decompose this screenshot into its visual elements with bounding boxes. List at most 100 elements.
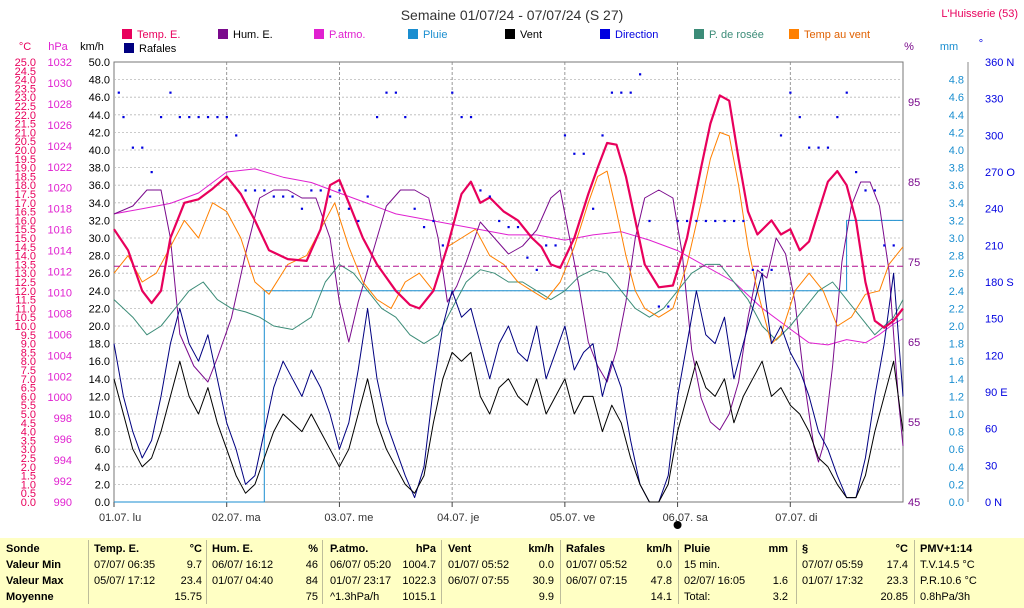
pressure-tick-label: 1020 xyxy=(48,183,72,195)
direction-point xyxy=(253,189,257,192)
rain-tick-label: 0.4 xyxy=(949,462,964,474)
pressure-tick-label: 1030 xyxy=(48,78,72,90)
temp-tick-label: 14.5 xyxy=(15,242,36,254)
temp-tick-label: 20.5 xyxy=(15,136,36,148)
wind-tick-label: 34.0 xyxy=(89,198,110,210)
rain-tick-label: 1.8 xyxy=(949,339,964,351)
pressure-tick-label: 1014 xyxy=(48,246,72,258)
temp-tick-label: 11.0 xyxy=(15,303,36,315)
direction-point xyxy=(319,189,322,192)
direction-point xyxy=(535,268,538,271)
pressure-tick-label: 1026 xyxy=(48,120,72,132)
chart: Semaine 01/07/24 - 07/07/24 (S 27) L'Hui… xyxy=(15,7,1018,529)
direction-point xyxy=(610,91,614,94)
x-tick-label: 03.07. me xyxy=(324,512,373,524)
direction-point xyxy=(817,146,820,149)
temp-tick-label: 16.5 xyxy=(15,207,36,219)
legend-swatch xyxy=(789,29,799,39)
pressure-tick-label: 1004 xyxy=(48,350,72,362)
temp-tick-label: 18.0 xyxy=(15,180,36,192)
wind-tick-label: 4.0 xyxy=(95,462,110,474)
rain-tick-label: 0.0 xyxy=(949,497,964,509)
pressure-tick-label: 990 xyxy=(54,497,72,509)
direction-point xyxy=(282,195,285,198)
pluie-r1-label: 15 min. xyxy=(684,559,721,571)
pressure-tick-label: 1006 xyxy=(48,329,72,341)
patmo-min-val: 1004.7 xyxy=(402,559,436,571)
rafales-avg: 14.1 xyxy=(650,591,672,603)
chart-title: Semaine 01/07/24 - 07/07/24 (S 27) xyxy=(401,7,624,23)
direction-point xyxy=(873,189,877,192)
temp-tick-label: 24.5 xyxy=(15,66,36,78)
summary-col-hum: Hum. E.% 06/07/ 16:12 46 01/07/ 04:40 84 7… xyxy=(212,541,322,605)
sect-max-val: 23.3 xyxy=(886,575,908,587)
pressure-tick-label: 998 xyxy=(54,413,72,425)
legend-label: Direction xyxy=(615,29,658,41)
wind-tick-label: 44.0 xyxy=(89,110,110,122)
patmo-header: P.atmo. xyxy=(330,543,369,555)
rain-tick-label: 2.2 xyxy=(949,303,964,315)
legend: Temp. E. Hum. E. P.atmo. Pluie Vent Direction… xyxy=(122,29,870,55)
temp-tick-label: 19.5 xyxy=(15,154,36,166)
hum-max-val: 84 xyxy=(305,575,318,587)
temp-tick-label: 4.5 xyxy=(21,418,36,430)
rain-tick-label: 0.2 xyxy=(949,479,964,491)
series-p-de-ros-e xyxy=(113,263,904,345)
temp-tick-label: 2.0 xyxy=(21,462,36,474)
rain-tick-label: 2.8 xyxy=(949,251,964,263)
direction-point xyxy=(554,244,557,247)
rain-tick-label: 4.8 xyxy=(949,75,964,87)
summary-col-vent: Vent km/h 01/07/ 05:52 0.0 06/07/ 07:55 30.… xyxy=(448,541,558,605)
direction-point xyxy=(188,116,191,119)
wind-tick-label: 50.0 xyxy=(89,57,110,69)
wind-tick-label: 22.0 xyxy=(89,303,110,315)
vent-header: Vent xyxy=(448,543,472,555)
direction-tick-label: 30 xyxy=(985,460,997,472)
summary-col-pmv: PMV+1:14 T.V.14.5 °C P.R.10.6 °C 0.8hPa/… xyxy=(920,541,1020,605)
temp-axis-unit: °C xyxy=(19,41,31,53)
station-name: L'Huisserie (53) xyxy=(941,8,1018,20)
direction-point xyxy=(216,116,219,119)
temp-avg: 15.75 xyxy=(174,591,202,603)
direction-point xyxy=(798,116,801,119)
legend-label: Pluie xyxy=(423,29,447,41)
pressure-tick-label: 1024 xyxy=(48,141,72,153)
direction-point xyxy=(864,189,867,192)
legend-label: P. de rosée xyxy=(709,29,764,41)
summary-col-sect: § °C 07/07/ 05:59 17.4 01/07/ 17:32 23.3 20… xyxy=(802,541,912,605)
direction-tick-label: 0 N xyxy=(985,497,1002,509)
temp-tick-label: 0.5 xyxy=(21,488,36,500)
plot-area xyxy=(113,73,904,503)
series-pluie xyxy=(114,219,903,503)
direction-point xyxy=(676,219,679,223)
wind-tick-label: 24.0 xyxy=(89,286,110,298)
x-axis-labels: 01.07. lu 02.07. ma 03.07. me 04.07. je 05.0… xyxy=(99,502,817,529)
direction-point xyxy=(338,189,341,192)
x-tick-label: 06.07. sa xyxy=(663,512,709,524)
direction-point xyxy=(206,116,210,119)
sect-unit: °C xyxy=(895,543,908,555)
direction-point xyxy=(639,73,642,76)
direction-point xyxy=(479,189,482,192)
patmo-avg: 1015.1 xyxy=(402,591,436,603)
direction-point xyxy=(141,146,144,149)
temp-tick-label: 14.0 xyxy=(15,251,36,263)
legend-swatch xyxy=(218,29,228,39)
direction-point xyxy=(723,219,726,223)
hum-header: Hum. E. xyxy=(212,543,253,555)
humidity-tick-label: 65 xyxy=(908,337,920,349)
direction-tick-label: 300 xyxy=(985,130,1003,142)
pressure-tick-label: 1022 xyxy=(48,162,72,174)
rain-tick-label: 4.0 xyxy=(949,145,964,157)
wind-tick-label: 2.0 xyxy=(95,479,110,491)
pluie-r2-label: 02/07/ 16:05 xyxy=(684,575,746,587)
rafales-header: Rafales xyxy=(566,543,606,555)
wind-tick-label: 42.0 xyxy=(89,127,110,139)
rain-tick-label: 1.4 xyxy=(949,374,964,386)
temp-tick-label: 21.5 xyxy=(15,119,36,131)
direction-tick-label: 120 xyxy=(985,350,1003,362)
patmo-min-when: 06/07/ 05:20 xyxy=(330,559,392,571)
direction-point xyxy=(845,91,848,94)
pressure-axis-unit: hPa xyxy=(48,41,68,53)
series-temp-e- xyxy=(113,94,904,329)
